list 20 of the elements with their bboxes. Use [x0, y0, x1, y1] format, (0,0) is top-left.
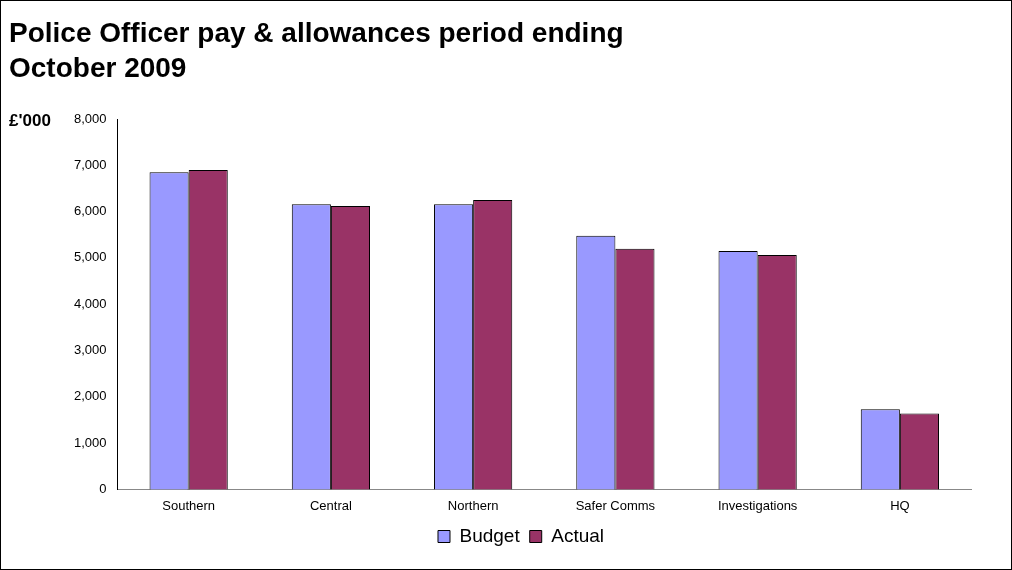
x-tick-label: Northern [447, 497, 499, 513]
y-tick-label: 3,000 [73, 342, 107, 358]
y-axis-title: £'000 [9, 111, 51, 131]
y-tick-label: 5,000 [73, 249, 107, 265]
legend-label: Actual [551, 524, 605, 546]
x-tick-label: Safer Comms [575, 497, 656, 513]
y-tick-label: 0 [99, 480, 107, 496]
y-tick-label: 7,000 [73, 156, 107, 172]
x-tick-label: Investigations [717, 497, 798, 513]
x-tick-label: Southern [162, 497, 216, 513]
y-tick-label: 8,000 [73, 110, 107, 126]
y-tick-label: 6,000 [73, 203, 107, 219]
legend-label: Budget [459, 524, 521, 546]
text: Police Officer pay & allowances period ending [9, 17, 624, 48]
y-tick-label: 4,000 [73, 295, 107, 311]
x-tick-label: HQ [890, 497, 910, 513]
y-tick-label: 2,000 [73, 388, 107, 404]
x-tick-label: Central [309, 497, 352, 513]
text: October 2009 [9, 52, 187, 83]
y-tick-label: 1,000 [73, 434, 107, 450]
